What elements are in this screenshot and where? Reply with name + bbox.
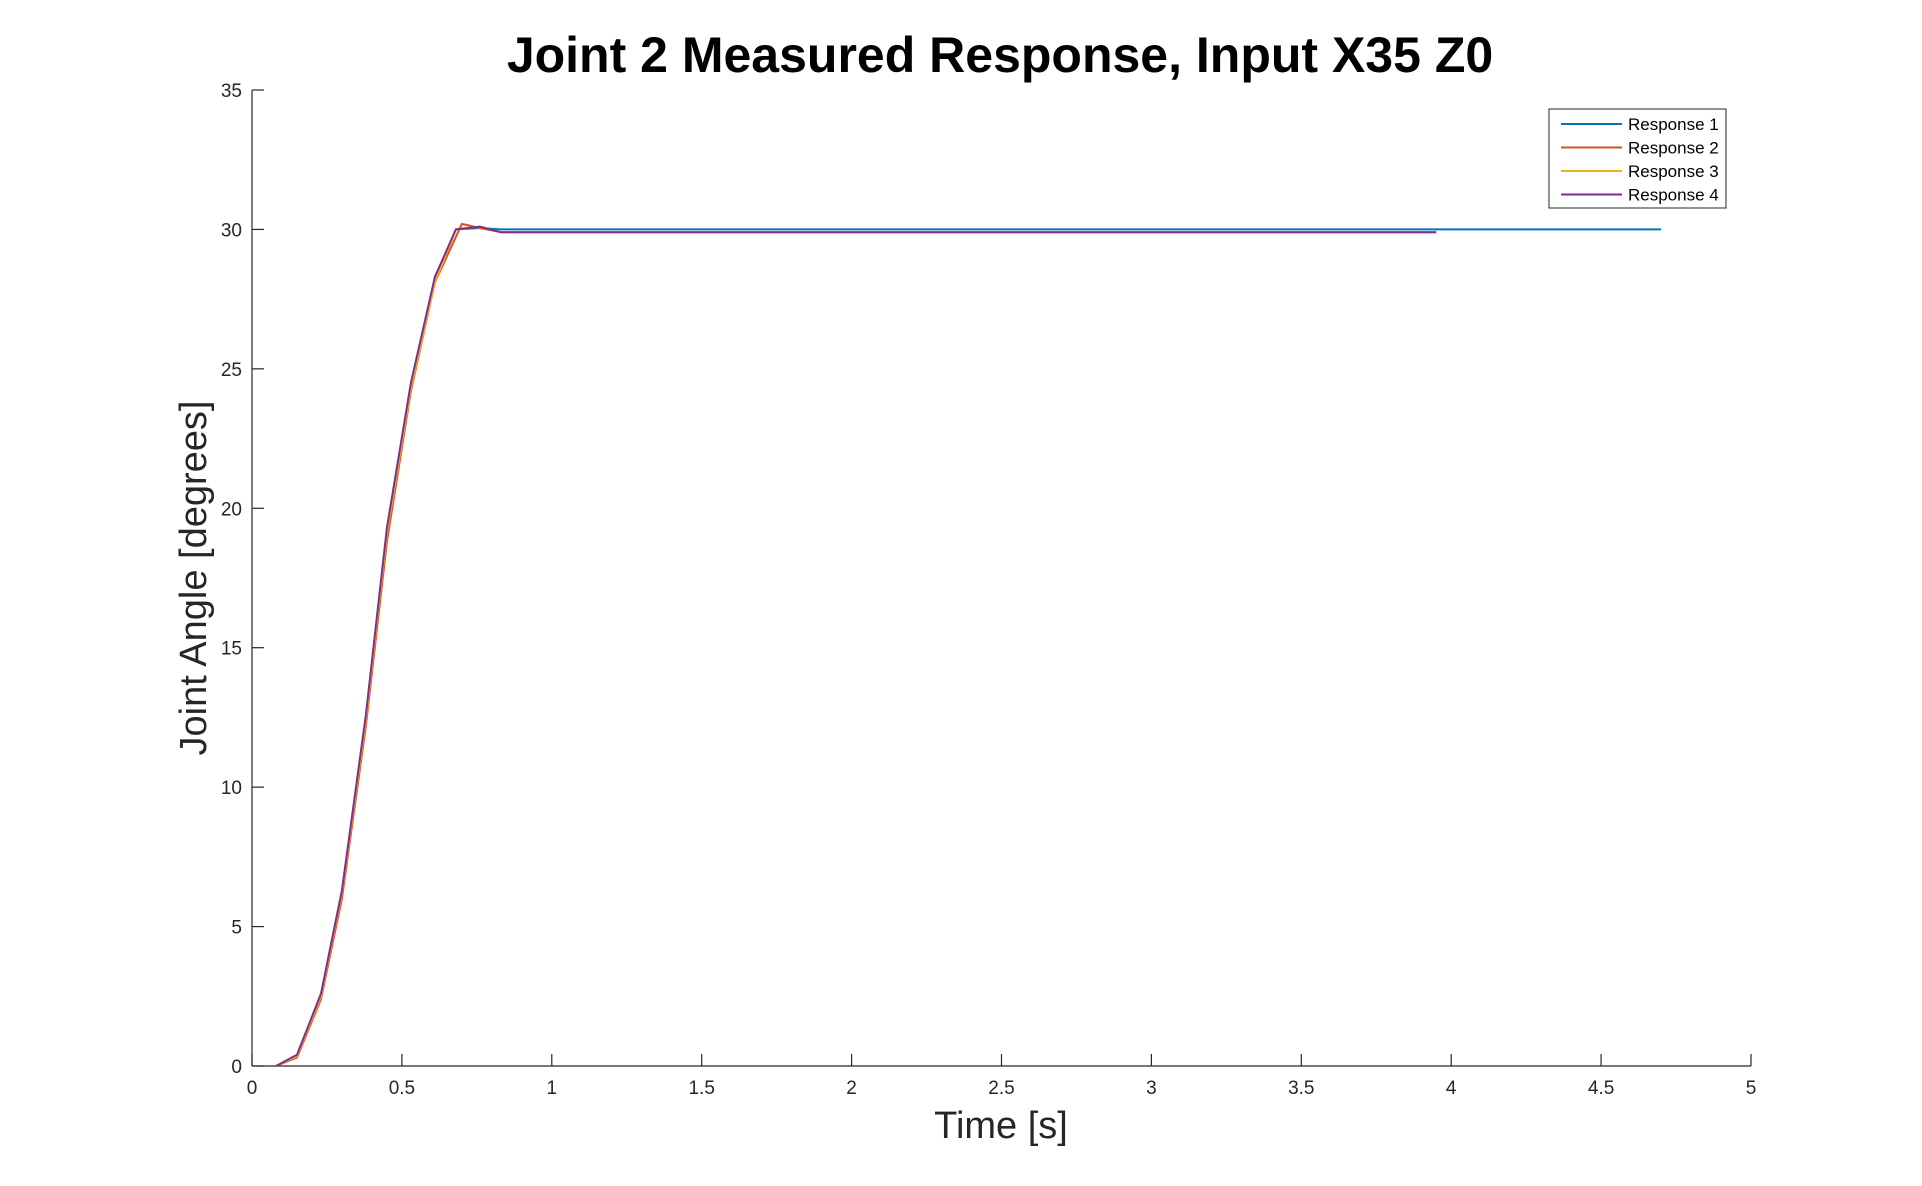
y-tick-label: 30 xyxy=(221,220,242,241)
legend-label: Response 2 xyxy=(1628,139,1719,158)
x-tick-label: 4 xyxy=(1446,1078,1457,1099)
y-axis-label: Joint Angle [degrees] xyxy=(173,401,215,756)
y-ticks: 0 5 10 15 20 25 30 35 xyxy=(221,81,264,1078)
legend-items: Response 1 Response 2 Response 3 Response 4 xyxy=(1561,115,1719,205)
series-line-response-4 xyxy=(275,225,1437,1067)
legend-box xyxy=(1548,108,1727,209)
x-tick-label: 2 xyxy=(846,1078,857,1099)
legend-label: Response 3 xyxy=(1628,162,1719,181)
y-tick-label: 5 xyxy=(231,918,242,939)
y-tick-label: 20 xyxy=(221,499,242,520)
y-tick-label: 0 xyxy=(231,1057,242,1078)
x-tick-label: 4.5 xyxy=(1588,1078,1614,1099)
x-axis-label: Time [s] xyxy=(934,1105,1068,1147)
legend-label: Response 1 xyxy=(1628,115,1719,134)
x-tick-label: 3 xyxy=(1146,1078,1157,1099)
x-tick-label: 5 xyxy=(1746,1078,1757,1099)
x-tick-label: 0 xyxy=(247,1078,258,1099)
series-lines xyxy=(275,222,1662,1067)
legend: Response 1 Response 2 Response 3 Response 4 xyxy=(1548,108,1727,209)
x-tick-label: 0.5 xyxy=(389,1078,415,1099)
legend-label: Response 4 xyxy=(1628,186,1719,205)
y-tick-label: 10 xyxy=(221,778,242,799)
y-tick-label: 15 xyxy=(221,639,242,660)
x-tick-label: 1.5 xyxy=(688,1078,714,1099)
y-tick-label: 25 xyxy=(221,360,242,381)
x-ticks: 0 0.5 1 1.5 2 2.5 3 3.5 4 4.5 5 xyxy=(247,1054,1757,1099)
x-tick-label: 2.5 xyxy=(988,1078,1014,1099)
y-tick-label: 35 xyxy=(221,81,242,102)
chart-title: Joint 2 Measured Response, Input X35 Z0 xyxy=(507,27,1493,83)
x-tick-label: 3.5 xyxy=(1288,1078,1314,1099)
x-tick-label: 1 xyxy=(547,1078,558,1099)
